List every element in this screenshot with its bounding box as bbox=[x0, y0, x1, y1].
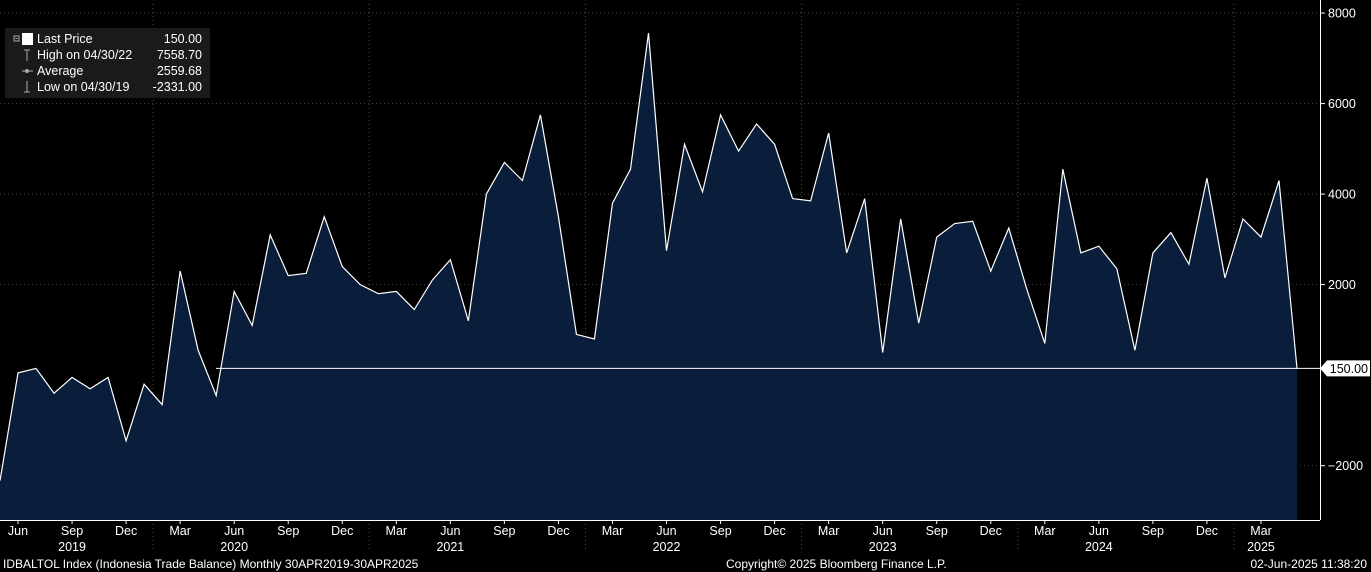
low-marker-icon bbox=[24, 81, 30, 93]
x-year-label: 2019 bbox=[58, 540, 86, 554]
x-month-label: Dec bbox=[115, 524, 137, 538]
last-value-marker: 150.00 bbox=[1320, 360, 1370, 377]
x-month-label: Jun bbox=[224, 524, 244, 538]
x-month-label: Dec bbox=[980, 524, 1002, 538]
x-month-label: Mar bbox=[169, 524, 191, 538]
y-tick-label: 4000 bbox=[1328, 188, 1356, 202]
legend-last-price-label: Last Price bbox=[37, 32, 93, 46]
x-month-label: Dec bbox=[1196, 524, 1218, 538]
axis-frame bbox=[0, 0, 1321, 521]
x-axis-labels: Jun Sep Dec Mar Jun Sep Dec Mar Jun Sep Dec Mar Jun S… bbox=[8, 520, 1275, 554]
x-month-label: Jun bbox=[873, 524, 893, 538]
footer-copyright: Copyright© 2025 Bloomberg Finance L.P. bbox=[726, 557, 947, 571]
legend-row-last-price: Last Price 150.00 bbox=[5, 31, 210, 47]
chart-legend: Last Price 150.00 High on 04/30/22 7558.… bbox=[5, 28, 210, 98]
y-tick-label: 2000 bbox=[1328, 278, 1356, 292]
series-area bbox=[0, 33, 1297, 520]
legend-low-label: Low on 04/30/19 bbox=[37, 80, 130, 94]
legend-row-low: Low on 04/30/19 -2331.00 bbox=[5, 79, 210, 95]
legend-average-label: Average bbox=[37, 64, 84, 78]
x-month-label: Mar bbox=[818, 524, 840, 538]
x-month-label: Mar bbox=[1250, 524, 1272, 538]
x-year-label: 2024 bbox=[1085, 540, 1113, 554]
legend-row-high: High on 04/30/22 7558.70 bbox=[5, 47, 210, 63]
legend-average-value: 2559.68 bbox=[156, 64, 202, 78]
legend-last-price-value: 150.00 bbox=[163, 32, 202, 46]
x-month-label: Dec bbox=[331, 524, 353, 538]
x-year-label: 2023 bbox=[869, 540, 897, 554]
x-month-label: Dec bbox=[547, 524, 569, 538]
legend-low-value: -2331.00 bbox=[152, 80, 202, 94]
x-month-label: Sep bbox=[926, 524, 948, 538]
x-month-label: Jun bbox=[8, 524, 28, 538]
x-month-label: Jun bbox=[1089, 524, 1109, 538]
legend-high-label: High on 04/30/22 bbox=[37, 48, 133, 62]
plot-area bbox=[0, 32, 1320, 520]
x-month-label: Jun bbox=[440, 524, 460, 538]
x-month-label: Jun bbox=[656, 524, 676, 538]
y-axis-labels: −2000 2000 4000 6000 8000 bbox=[1320, 7, 1363, 473]
last-price-swatch-icon bbox=[13, 33, 33, 45]
x-month-label: Sep bbox=[1142, 524, 1164, 538]
x-month-label: Sep bbox=[61, 524, 83, 538]
high-marker-icon bbox=[24, 49, 30, 61]
footer-timestamp: 02-Jun-2025 11:38:20 bbox=[1250, 557, 1367, 571]
y-tick-label: 8000 bbox=[1328, 7, 1356, 21]
last-value-box bbox=[1320, 360, 1370, 377]
x-month-label: Sep bbox=[277, 524, 299, 538]
x-month-label: Sep bbox=[493, 524, 515, 538]
x-month-label: Mar bbox=[386, 524, 408, 538]
y-tick-label: −2000 bbox=[1328, 459, 1363, 473]
x-year-label: 2020 bbox=[220, 540, 248, 554]
x-month-label: Sep bbox=[709, 524, 731, 538]
series-line bbox=[0, 32, 1298, 481]
y-tick-label: 6000 bbox=[1328, 97, 1356, 111]
average-marker-icon bbox=[22, 69, 33, 73]
x-month-label: Mar bbox=[602, 524, 624, 538]
x-year-label: 2025 bbox=[1247, 540, 1275, 554]
x-year-label: 2022 bbox=[653, 540, 681, 554]
footer-index-description: IDBALTOL Index (Indonesia Trade Balance)… bbox=[3, 557, 419, 571]
last-value-label: 150.00 bbox=[1330, 362, 1368, 376]
x-month-label: Mar bbox=[1034, 524, 1056, 538]
x-year-label: 2021 bbox=[436, 540, 464, 554]
legend-row-average: Average 2559.68 bbox=[5, 63, 210, 79]
legend-high-value: 7558.70 bbox=[156, 48, 202, 62]
x-month-label: Dec bbox=[763, 524, 785, 538]
